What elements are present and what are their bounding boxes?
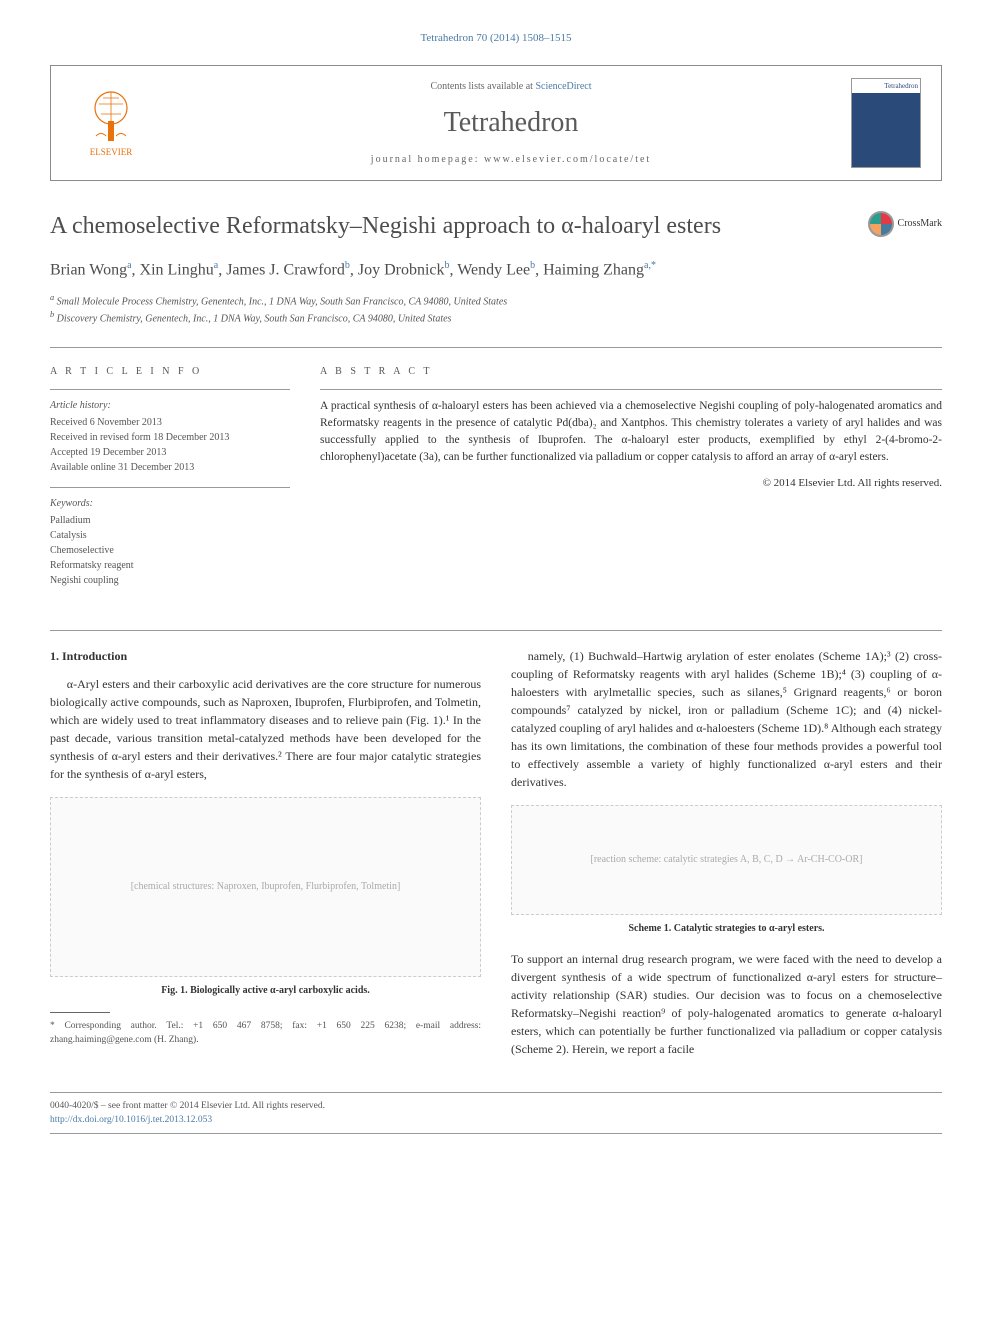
publisher-name: ELSEVIER [90, 146, 133, 160]
right-column: namely, (1) Buchwald–Hartwig arylation o… [511, 647, 942, 1070]
footnote-rule [50, 1012, 110, 1013]
abstract-copyright: © 2014 Elsevier Ltd. All rights reserved… [320, 475, 942, 492]
divider [50, 347, 942, 348]
author-list: Brian Wonga, Xin Linghua, James J. Crawf… [50, 258, 942, 282]
keyword-item: Reformatsky reagent [50, 558, 290, 573]
history-item: Available online 31 December 2013 [50, 460, 290, 475]
left-column: 1. Introduction α-Aryl esters and their … [50, 647, 481, 1070]
tree-icon [81, 86, 141, 146]
figure-1-image: [chemical structures: Naproxen, Ibuprofe… [50, 797, 481, 977]
introduction-heading: 1. Introduction [50, 647, 481, 665]
intro-paragraph-1: α-Aryl esters and their carboxylic acid … [50, 675, 481, 783]
crossmark-icon [868, 211, 894, 237]
elsevier-logo: ELSEVIER [71, 78, 151, 168]
crossmark-badge[interactable]: CrossMark [868, 211, 942, 237]
article-info-heading: A R T I C L E I N F O [50, 364, 290, 379]
scheme-1: [reaction scheme: catalytic strategies A… [511, 805, 942, 936]
article-info-column: A R T I C L E I N F O Article history: R… [50, 364, 290, 600]
abstract-heading: A B S T R A C T [320, 364, 942, 379]
affiliation-a: a Small Molecule Process Chemistry, Gene… [50, 292, 942, 309]
doi-link[interactable]: http://dx.doi.org/10.1016/j.tet.2013.12.… [50, 1115, 212, 1125]
masthead: ELSEVIER Contents lists available at Sci… [50, 65, 942, 181]
homepage-line: journal homepage: www.elsevier.com/locat… [171, 152, 851, 167]
divider [50, 630, 942, 631]
article-history: Article history: Received 6 November 201… [50, 389, 290, 475]
journal-cover-thumbnail: Tetrahedron [851, 78, 921, 168]
footer: 0040-4020/$ – see front matter © 2014 El… [50, 1092, 942, 1135]
footer-issn: 0040-4020/$ – see front matter © 2014 El… [50, 1099, 942, 1113]
contents-line: Contents lists available at ScienceDirec… [171, 79, 851, 94]
cover-title: Tetrahedron [852, 79, 920, 94]
scheme-1-caption: Scheme 1. Catalytic strategies to α-aryl… [511, 921, 942, 936]
corresponding-author-footnote: * Corresponding author. Tel.: +1 650 467… [50, 1019, 481, 1048]
figure-1-caption: Fig. 1. Biologically active α-aryl carbo… [50, 983, 481, 998]
keyword-item: Palladium [50, 513, 290, 528]
affiliations: a Small Molecule Process Chemistry, Gene… [50, 292, 942, 327]
journal-name: Tetrahedron [171, 102, 851, 144]
crossmark-label: CrossMark [898, 216, 942, 231]
abstract-column: A B S T R A C T A practical synthesis of… [320, 364, 942, 600]
intro-paragraph-2: namely, (1) Buchwald–Hartwig arylation o… [511, 647, 942, 791]
abstract-text: A practical synthesis of α-haloaryl este… [320, 389, 942, 467]
article-title: A chemoselective Reformatsky–Negishi app… [50, 211, 848, 242]
history-item: Received 6 November 2013 [50, 415, 290, 430]
history-item: Received in revised form 18 December 201… [50, 430, 290, 445]
scheme-1-image: [reaction scheme: catalytic strategies A… [511, 805, 942, 915]
homepage-url[interactable]: www.elsevier.com/locate/tet [484, 154, 651, 165]
keyword-item: Negishi coupling [50, 573, 290, 588]
history-label: Article history: [50, 398, 290, 413]
keywords-block: Keywords: PalladiumCatalysisChemoselecti… [50, 487, 290, 588]
keywords-label: Keywords: [50, 496, 290, 511]
keyword-item: Chemoselective [50, 543, 290, 558]
sciencedirect-link[interactable]: ScienceDirect [535, 81, 591, 92]
affiliation-b: b Discovery Chemistry, Genentech, Inc., … [50, 309, 942, 326]
header-citation: Tetrahedron 70 (2014) 1508–1515 [50, 30, 942, 47]
body-columns: 1. Introduction α-Aryl esters and their … [50, 647, 942, 1070]
history-item: Accepted 19 December 2013 [50, 445, 290, 460]
keyword-item: Catalysis [50, 528, 290, 543]
figure-1: [chemical structures: Naproxen, Ibuprofe… [50, 797, 481, 998]
intro-paragraph-3: To support an internal drug research pro… [511, 950, 942, 1058]
